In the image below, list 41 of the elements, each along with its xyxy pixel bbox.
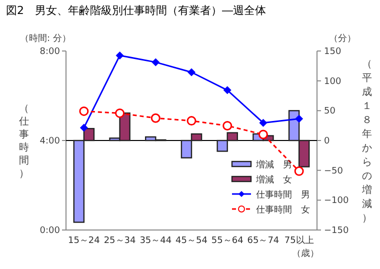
text: （時間: 分） <box>20 33 71 44</box>
point <box>188 68 196 76</box>
y2-tick-label: 100 <box>324 76 342 87</box>
chart-title: 図2 男女、年齢階級別仕事時間（有業者）―週全体 <box>6 4 266 17</box>
legend-label: 増減 女 <box>255 174 292 186</box>
x-tick-label: 55～64 <box>211 236 244 246</box>
x-tick-label: 65～74 <box>247 236 280 246</box>
x-tick-label: 35～44 <box>140 236 172 246</box>
y-axis-title: （仕事時間） <box>19 104 29 180</box>
text: （歳） <box>292 248 319 259</box>
y-tick-label: 8:00 <box>40 47 60 57</box>
point <box>259 118 268 127</box>
x-tick-label: 25～34 <box>104 236 136 246</box>
point <box>295 114 304 123</box>
point <box>116 51 124 60</box>
legend-label: 仕事時間 女 <box>256 204 310 216</box>
y2-tick-label: 0 <box>324 136 330 146</box>
point <box>115 108 125 118</box>
point <box>150 113 160 123</box>
y-tick-label: 4:00 <box>40 136 60 146</box>
y2-tick-label: −100 <box>324 196 349 206</box>
point <box>79 106 89 116</box>
point <box>186 116 196 126</box>
point <box>152 58 160 66</box>
text: （分） <box>329 33 356 44</box>
legend-label: 仕事時間 男 <box>256 190 310 200</box>
point <box>294 166 304 176</box>
y2-tick-label: −150 <box>324 226 349 236</box>
point <box>223 86 232 94</box>
legend-label: 増減 男 <box>255 160 292 170</box>
x-tick-label: 75以上 <box>284 235 314 246</box>
point <box>80 124 88 132</box>
text: （平成１８年からの増減） <box>362 59 372 224</box>
point <box>258 130 268 140</box>
y-tick-label: 0:00 <box>40 226 60 236</box>
x-tick-label: 45～54 <box>176 236 208 246</box>
y2-tick-label: −50 <box>324 166 344 176</box>
y2-tick-label: 150 <box>324 47 342 57</box>
point <box>222 120 232 130</box>
y2-tick-label: 50 <box>324 106 336 117</box>
x-tick-label: 15～24 <box>68 236 100 246</box>
